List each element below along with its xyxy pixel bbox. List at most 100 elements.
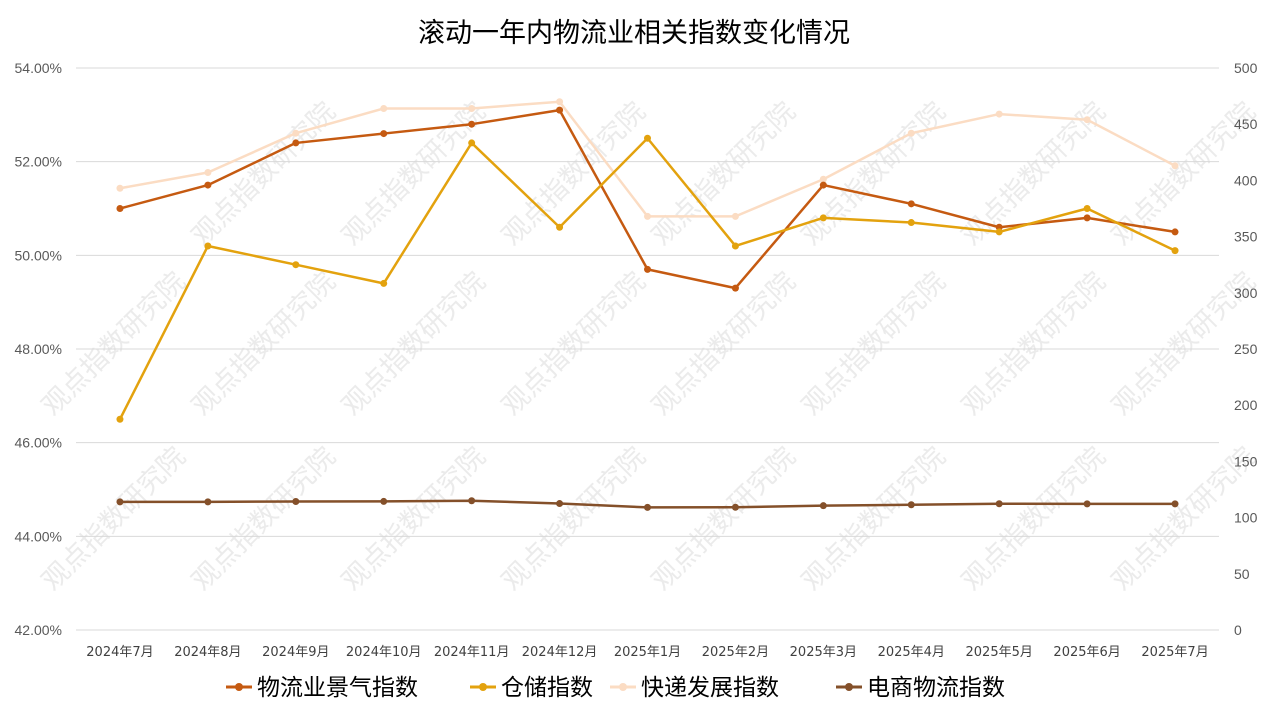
- data-point: [1083, 500, 1091, 508]
- watermark-text: 观点指数研究院: [956, 441, 1112, 597]
- right-axis-tick-label: 50: [1234, 566, 1250, 582]
- legend-marker: [845, 683, 853, 691]
- left-axis-tick-label: 52.00%: [15, 154, 62, 170]
- left-axis-tick-label: 44.00%: [15, 528, 62, 544]
- left-axis-tick-label: 50.00%: [15, 247, 62, 263]
- data-point: [116, 184, 124, 192]
- watermark-text: 观点指数研究院: [336, 96, 492, 252]
- legend-item: 电商物流指数: [836, 675, 1005, 701]
- data-point: [731, 212, 739, 220]
- x-axis-tick-label: 2024年7月: [86, 645, 153, 660]
- data-point: [731, 242, 739, 250]
- data-point: [907, 219, 915, 227]
- right-axis-tick-label: 100: [1234, 510, 1258, 526]
- right-axis-tick-label: 150: [1234, 453, 1258, 469]
- data-point: [1171, 247, 1179, 255]
- data-point: [556, 106, 564, 114]
- x-axis-tick-label: 2025年6月: [1053, 645, 1120, 660]
- x-axis-ticks: 2024年7月 2024年8月 2024年9月 2024年10月 2024年11月 202…: [86, 645, 1208, 660]
- data-point: [644, 134, 651, 142]
- watermark-text: 观点指数研究院: [956, 266, 1112, 422]
- data-point: [468, 497, 476, 505]
- x-axis-tick-label: 2024年9月: [262, 645, 329, 660]
- data-point: [292, 261, 300, 269]
- data-point: [819, 214, 827, 222]
- legend-label: 电商物流指数: [867, 675, 1005, 701]
- data-point: [292, 139, 300, 147]
- data-point: [204, 181, 212, 189]
- data-point: [731, 503, 739, 511]
- legend-label: 仓储指数: [501, 675, 593, 701]
- right-axis-tick-label: 450: [1234, 116, 1258, 132]
- data-point: [731, 284, 739, 292]
- series-1: [116, 106, 1179, 292]
- right-axis-tick-label: 400: [1234, 172, 1258, 188]
- data-point: [644, 503, 651, 511]
- x-axis-tick-label: 2024年12月: [522, 645, 598, 660]
- data-point: [380, 104, 388, 112]
- watermark-text: 观点指数研究院: [186, 441, 342, 597]
- data-point: [556, 98, 564, 106]
- data-point: [1171, 228, 1179, 236]
- x-axis-tick-label: 2025年1月: [614, 645, 681, 660]
- data-point: [995, 500, 1003, 508]
- data-point: [1171, 162, 1179, 170]
- data-point: [292, 498, 300, 506]
- data-point: [819, 502, 827, 510]
- data-point: [468, 104, 476, 112]
- data-point: [204, 169, 212, 177]
- chart-title: 滚动一年内物流业相关指数变化情况: [418, 18, 850, 49]
- watermark-text: 观点指数研究院: [496, 266, 652, 422]
- legend-item: 物流业景气指数: [226, 675, 418, 701]
- data-point: [556, 223, 564, 231]
- left-axis-tick-label: 46.00%: [15, 435, 62, 451]
- watermark-text: 观点指数研究院: [336, 441, 492, 597]
- right-axis-ticks: 0 50 100 150 200 250 300 350 400 450 500: [1234, 60, 1258, 638]
- legend-item: 仓储指数: [470, 675, 593, 701]
- data-point: [116, 498, 124, 506]
- right-axis-tick-label: 0: [1234, 622, 1242, 638]
- data-point: [468, 120, 476, 128]
- data-point: [1171, 500, 1179, 508]
- watermark-text: 观点指数研究院: [646, 441, 802, 597]
- left-axis-ticks: 42.00% 44.00% 46.00% 48.00% 50.00% 52.00% 54.0…: [15, 60, 62, 638]
- x-axis-tick-label: 2024年11月: [434, 645, 510, 660]
- watermark-text: 观点指数研究院: [646, 266, 802, 422]
- legend-item: 快递发展指数: [610, 675, 779, 701]
- series-2: [116, 134, 1179, 423]
- data-point: [380, 130, 388, 138]
- watermark-text: 观点指数研究院: [36, 441, 192, 597]
- legend-label: 物流业景气指数: [257, 675, 418, 701]
- data-point: [116, 415, 124, 423]
- data-point: [907, 200, 915, 208]
- left-axis-tick-label: 48.00%: [15, 341, 62, 357]
- watermark-text: 观点指数研究院: [646, 96, 802, 252]
- data-point: [819, 175, 827, 183]
- x-axis-tick-label: 2025年7月: [1141, 645, 1208, 660]
- data-point: [468, 139, 476, 147]
- x-axis-tick-label: 2025年4月: [878, 645, 945, 660]
- data-point: [380, 279, 388, 287]
- right-axis-tick-label: 350: [1234, 229, 1258, 245]
- data-point: [907, 129, 915, 137]
- left-axis-tick-label: 42.00%: [15, 622, 62, 638]
- x-axis-tick-label: 2025年5月: [966, 645, 1033, 660]
- series-layer: [116, 98, 1179, 511]
- data-point: [995, 110, 1003, 118]
- grid-lines: [76, 67, 1219, 631]
- data-point: [819, 181, 827, 189]
- left-axis-tick-label: 54.00%: [15, 60, 62, 76]
- x-axis-tick-label: 2025年3月: [790, 645, 857, 660]
- data-point: [380, 497, 388, 505]
- data-point: [907, 501, 915, 509]
- data-point: [204, 498, 212, 506]
- legend: 物流业景气指数 仓储指数 快递发展指数 电商物流指数: [226, 675, 1005, 701]
- watermark-text: 观点指数研究院: [796, 96, 952, 252]
- data-point: [1083, 205, 1091, 212]
- watermark-text: 观点指数研究院: [496, 441, 652, 597]
- data-point: [1083, 116, 1091, 124]
- data-point: [556, 500, 564, 508]
